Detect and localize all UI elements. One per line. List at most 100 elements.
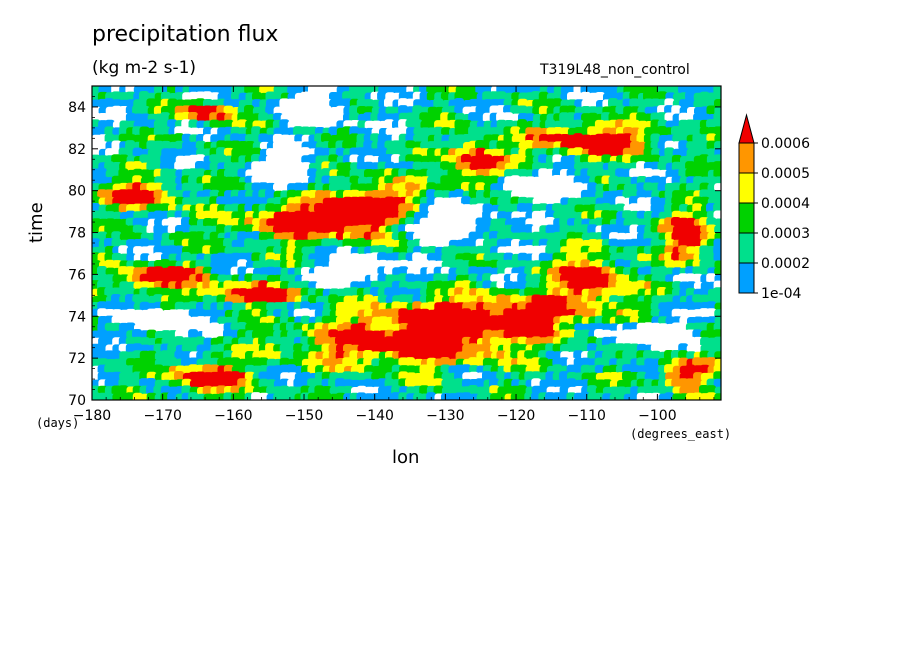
field-cell — [329, 337, 340, 348]
field-cell — [483, 260, 494, 271]
field-cell — [273, 169, 284, 180]
field-cell — [224, 274, 235, 285]
field-cell — [286, 140, 297, 151]
field-cell — [126, 351, 137, 362]
field-cell — [111, 175, 122, 186]
field-cell — [160, 161, 171, 172]
field-cell — [531, 392, 542, 400]
field-cell — [195, 378, 206, 389]
field-cell — [552, 252, 563, 263]
field-cell — [692, 140, 703, 151]
field-cell — [545, 217, 555, 227]
field-cell — [378, 358, 389, 369]
field-cell — [489, 315, 500, 326]
field-cell — [258, 203, 269, 214]
field-cell — [392, 183, 403, 194]
field-cell — [273, 344, 284, 355]
field-cell — [126, 358, 137, 369]
field-cell — [379, 324, 389, 334]
field-cell — [217, 393, 228, 400]
field-cell — [685, 364, 696, 375]
field-cell — [615, 336, 626, 347]
field-cell — [664, 336, 675, 347]
field-cell — [469, 393, 480, 400]
field-cell — [252, 337, 263, 348]
field-cell — [364, 274, 375, 285]
field-cell — [440, 175, 451, 186]
field-cell — [574, 92, 585, 103]
field-cell — [427, 316, 438, 327]
field-cell — [391, 371, 402, 382]
field-cell — [678, 168, 689, 179]
field-cell — [167, 196, 178, 207]
field-cell — [356, 336, 367, 347]
field-cell — [140, 134, 150, 144]
field-cell — [146, 385, 156, 395]
field-cell — [230, 294, 241, 305]
plot-frame — [91, 85, 722, 401]
field-cell — [496, 371, 507, 382]
field-cell — [238, 127, 249, 138]
field-cell — [245, 267, 256, 278]
field-cell — [637, 246, 648, 257]
field-cell — [545, 371, 556, 382]
field-cell — [336, 127, 347, 138]
field-cell — [216, 385, 227, 396]
field-cell — [454, 119, 465, 130]
field-cell — [244, 364, 255, 375]
field-cell — [685, 168, 696, 179]
field-cell — [623, 204, 634, 215]
field-cell — [398, 175, 409, 186]
field-cell — [224, 295, 235, 306]
field-cell — [398, 378, 409, 389]
field-cell — [412, 336, 423, 347]
field-cell — [314, 336, 325, 347]
field-cell — [307, 336, 318, 347]
field-cell — [126, 148, 137, 159]
field-cell — [230, 385, 241, 396]
field-cell — [104, 133, 115, 144]
field-cell — [147, 295, 158, 306]
field-cell — [573, 224, 584, 235]
field-cell — [181, 182, 192, 193]
field-cell — [195, 105, 206, 116]
field-cell — [301, 239, 312, 250]
field-cell — [420, 120, 431, 131]
field-cell — [398, 133, 409, 144]
field-cell — [392, 120, 402, 130]
field-cell — [504, 162, 515, 173]
field-cell — [497, 204, 508, 215]
field-cell — [426, 301, 437, 312]
field-cell — [503, 98, 514, 109]
colorbar-label: 0.0002 — [761, 256, 810, 272]
field-cell — [525, 260, 536, 271]
field-cell — [442, 100, 452, 110]
field-cell — [574, 309, 585, 320]
field-cell — [609, 386, 620, 397]
field-cell — [363, 133, 374, 144]
field-cell — [455, 86, 466, 96]
field-cell — [595, 232, 606, 243]
field-cell — [518, 92, 529, 103]
field-cell — [301, 379, 312, 390]
field-cell — [288, 212, 298, 222]
field-cell — [280, 190, 291, 201]
field-cell — [434, 358, 445, 369]
field-cell — [209, 315, 220, 326]
field-cell — [504, 267, 515, 278]
field-cell — [643, 182, 654, 193]
field-cell — [309, 373, 319, 383]
field-cell — [672, 260, 683, 271]
field-cell — [293, 231, 304, 242]
field-cell — [357, 232, 368, 243]
field-cell — [279, 322, 290, 333]
field-cell — [118, 133, 129, 144]
field-cell — [511, 253, 522, 264]
field-cell — [679, 183, 690, 194]
field-cell — [700, 162, 711, 173]
field-cell — [112, 197, 123, 208]
field-cell — [321, 336, 332, 347]
field-cell — [342, 182, 353, 193]
field-cell — [111, 231, 122, 242]
field-cell — [343, 344, 353, 354]
